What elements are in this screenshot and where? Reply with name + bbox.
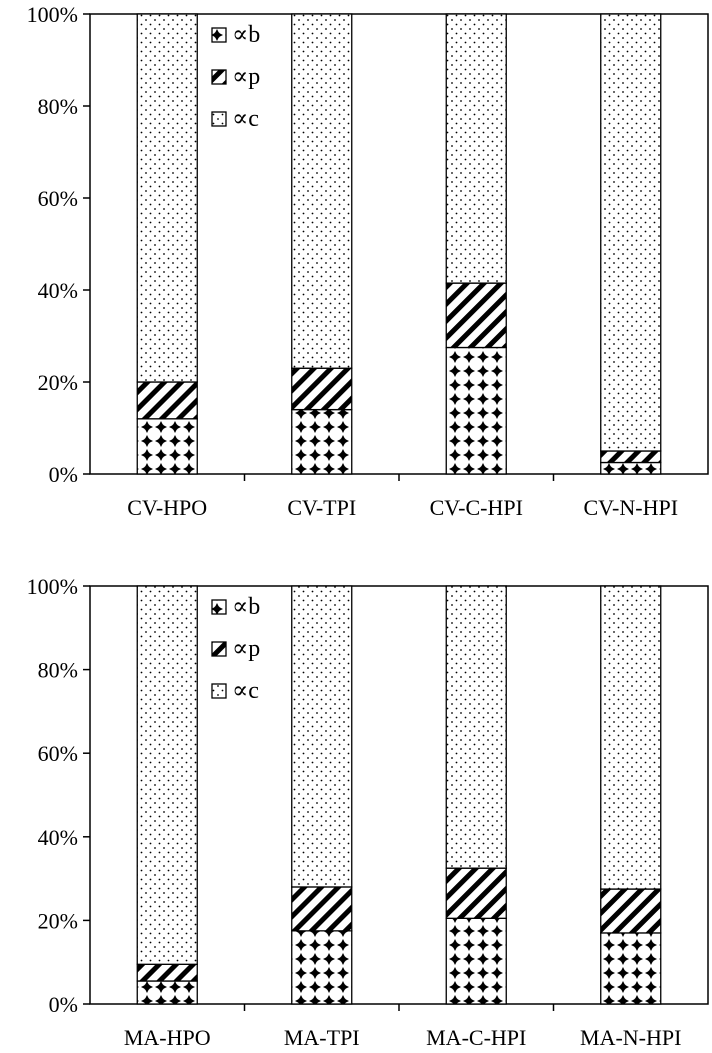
bar-segment <box>445 917 507 1005</box>
x-category-label: MA-TPI <box>284 1025 360 1048</box>
y-tick-label: 20% <box>38 908 78 933</box>
bar-segment <box>291 886 353 932</box>
y-tick-label: 40% <box>38 278 78 303</box>
legend-swatch <box>211 111 227 127</box>
legend-label: ∝b <box>232 594 260 620</box>
y-tick-label: 100% <box>27 2 78 27</box>
legend-swatch <box>211 641 227 657</box>
y-tick-label: 0% <box>49 992 78 1017</box>
x-category-label: CV-N-HPI <box>583 495 678 520</box>
legend-label: ∝b <box>232 22 260 48</box>
bar-segment <box>600 461 662 475</box>
y-tick-label: 80% <box>38 94 78 119</box>
x-category-label: MA-C-HPI <box>426 1025 526 1048</box>
legend-label: ∝c <box>232 678 259 704</box>
legend-swatch <box>211 683 227 699</box>
bar-segment <box>600 888 662 934</box>
y-tick-label: 40% <box>38 825 78 850</box>
bar-segment <box>445 346 507 475</box>
chart-1: 0% 20% 40% 60% 80% 100% CV-HPO CV-TPI CV-C-HPI CV… <box>27 2 709 520</box>
bar-segment <box>600 450 662 464</box>
x-category-label: MA-N-HPI <box>580 1025 681 1048</box>
bar-segment <box>445 867 507 919</box>
y-tick-label: 20% <box>38 370 78 395</box>
y-tick-label: 80% <box>38 658 78 683</box>
bar-segment <box>291 930 353 1005</box>
bar-segment <box>445 282 507 349</box>
legend-swatch <box>211 27 227 43</box>
x-category-label: CV-HPO <box>127 495 207 520</box>
bar-segment <box>136 585 198 965</box>
bar-segment <box>136 13 198 383</box>
y-tick-label: 60% <box>38 186 78 211</box>
chart-2: 0% 20% 40% 60% 80% 100% MA-HPO MA-TPI MA-C-HPI MA… <box>27 574 709 1050</box>
y-tick-label: 60% <box>38 741 78 766</box>
legend-label: ∝c <box>232 106 259 132</box>
bar-segment <box>600 13 662 452</box>
bar-segment <box>445 585 507 869</box>
bar-segment <box>291 13 353 369</box>
legend-swatch <box>211 599 227 615</box>
x-category-label: CV-TPI <box>287 495 356 520</box>
bar-segment <box>136 381 198 420</box>
legend-swatch <box>211 69 227 85</box>
bar-segment <box>600 585 662 890</box>
legend-label: ∝p <box>232 64 260 90</box>
legend-label: ∝p <box>232 636 260 662</box>
bar-segment <box>600 932 662 1005</box>
bar-segment <box>136 418 198 475</box>
x-category-label: MA-HPO <box>124 1025 211 1048</box>
y-tick-label: 100% <box>27 574 78 599</box>
bar-segment <box>136 963 198 982</box>
x-category-label: CV-C-HPI <box>430 495 523 520</box>
bar-segment <box>291 408 353 475</box>
y-tick-label: 0% <box>49 462 78 487</box>
bar-segment <box>445 13 507 284</box>
bar-segment <box>291 367 353 411</box>
bar-segment <box>136 980 198 1005</box>
bar-segment <box>291 585 353 888</box>
